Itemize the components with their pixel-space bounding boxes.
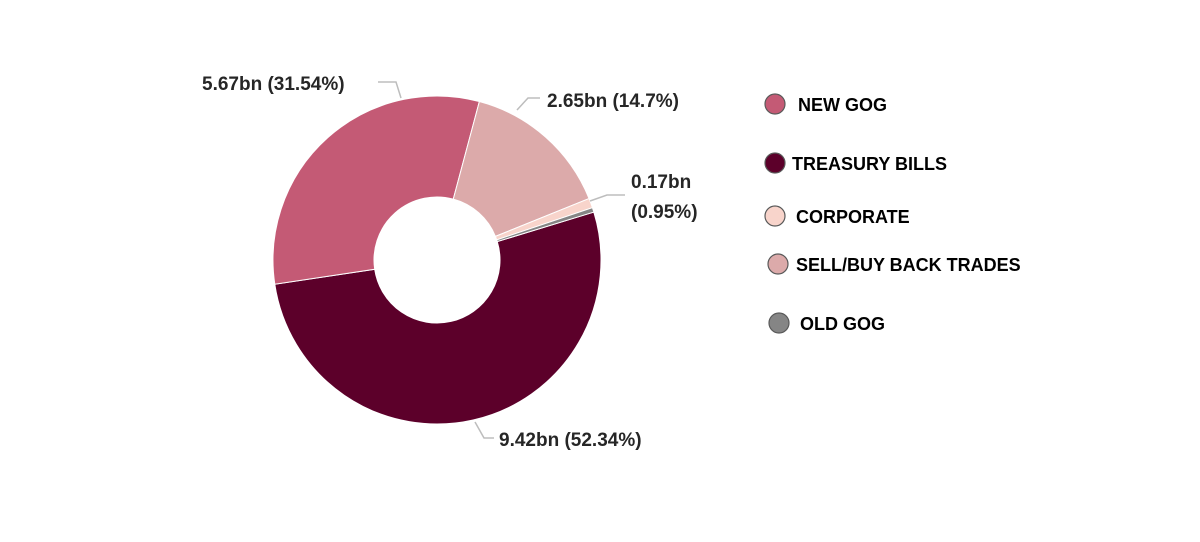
legend-marker-sell-buy-back — [767, 253, 789, 275]
legend-label-old-gog: OLD GOG — [800, 314, 885, 334]
legend-marker-treasury-bills — [764, 152, 786, 174]
legend-label-corporate: CORPORATE — [796, 207, 910, 227]
data-label-treasury-bills: 9.42bn (52.34%) — [499, 430, 642, 451]
donut-slice-treasury-bills — [274, 211, 602, 425]
leader-line-sell-buy-back — [516, 97, 540, 111]
legend-marker-old-gog — [768, 312, 790, 334]
legend-label-sell-buy-back: SELL/BUY BACK TRADES — [796, 255, 1021, 275]
data-label-corporate-percent: (0.95%) — [631, 202, 698, 223]
legend-marker-new-gog — [764, 93, 786, 115]
leader-line-corporate — [589, 194, 625, 202]
data-label-corporate-value: 0.17bn — [631, 172, 691, 193]
leader-lines — [378, 81, 625, 439]
data-label-new-gog: 5.67bn (31.54%) — [202, 74, 345, 95]
donut-slices — [272, 95, 602, 425]
donut-slice-old-gog — [496, 207, 595, 243]
legend-marker-corporate — [764, 205, 786, 227]
legend-label-new-gog: NEW GOG — [798, 95, 887, 115]
data-label-sell-buy-back: 2.65bn (14.7%) — [547, 91, 679, 112]
leader-line-new-gog — [378, 81, 402, 99]
legend: NEW GOG TREASURY BILLS CORPORATE SELL/BU… — [764, 93, 1021, 334]
donut-slice-sell-buy-back-trades — [452, 100, 590, 238]
legend-label-treasury-bills: TREASURY BILLS — [792, 154, 947, 174]
leader-line-treasury-bills — [474, 421, 494, 439]
data-labels: 5.67bn (31.54%) 2.65bn (14.7%) 0.17bn (0… — [202, 74, 698, 451]
donut-slice-new-gog — [272, 95, 480, 285]
